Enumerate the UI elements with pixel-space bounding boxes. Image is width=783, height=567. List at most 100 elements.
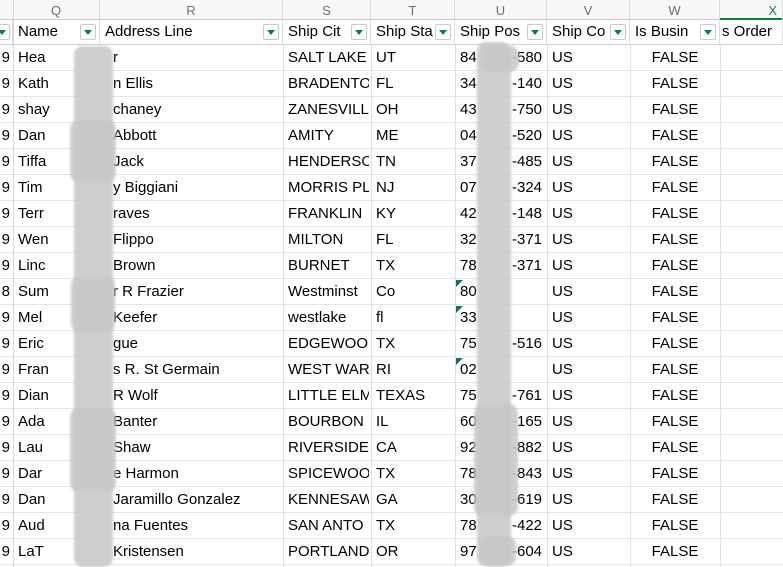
filter-cell-ship-co[interactable]: Ship Co xyxy=(547,20,630,45)
cell-is-business[interactable]: FALSE xyxy=(651,361,699,378)
cell-ship-country[interactable]: US xyxy=(552,465,573,482)
cell-ship-postal[interactable]: 33 xyxy=(460,309,477,326)
cell-ship-postal[interactable]: 32 xyxy=(460,231,477,248)
cell-name-suffix[interactable]: Banter xyxy=(113,413,158,430)
cell-ship-postal-suffix[interactable]: -520 xyxy=(512,127,543,144)
cell-ship-city[interactable]: KENNESAW xyxy=(288,491,369,508)
cell-ship-country[interactable]: US xyxy=(552,309,573,326)
cell-id-partial[interactable]: 9 xyxy=(1,153,10,170)
cell-ship-country[interactable]: US xyxy=(552,361,573,378)
cell-id-partial[interactable]: 9 xyxy=(1,517,10,534)
cell-ship-country[interactable]: US xyxy=(552,179,573,196)
column-letter-Q[interactable]: Q xyxy=(13,0,100,20)
cell-ship-city[interactable]: BRADENTO xyxy=(288,75,369,92)
cell-name[interactable]: Ada xyxy=(18,413,45,430)
filter-dropdown-button[interactable] xyxy=(263,24,279,40)
cell-ship-postal-suffix[interactable]: -516 xyxy=(512,335,543,352)
cell-is-business[interactable]: FALSE xyxy=(651,413,699,430)
cell-ship-postal[interactable]: 75 xyxy=(460,387,477,404)
cell-ship-postal[interactable]: 07 xyxy=(460,179,477,196)
filter-cell-name[interactable]: Name xyxy=(13,20,100,45)
cell-ship-state[interactable]: RI xyxy=(376,361,391,378)
cell-is-business[interactable]: FALSE xyxy=(651,517,699,534)
cell-ship-country[interactable]: US xyxy=(552,205,573,222)
cell-name-suffix[interactable]: Jack xyxy=(113,153,144,170)
cell-name[interactable]: Mel xyxy=(18,309,43,326)
column-letter-X[interactable]: X xyxy=(720,0,783,21)
cell-ship-state[interactable]: ME xyxy=(376,127,399,144)
filter-cell-ship-sta[interactable]: Ship Sta xyxy=(371,20,455,45)
cell-ship-country[interactable]: US xyxy=(552,413,573,430)
cell-ship-city[interactable]: Westminst xyxy=(288,283,358,300)
cell-ship-postal[interactable]: 04 xyxy=(460,127,477,144)
cell-name[interactable]: Terr xyxy=(18,205,44,222)
cell-ship-postal-suffix[interactable]: -371 xyxy=(512,231,543,248)
cell-ship-postal[interactable]: 84 xyxy=(460,49,477,66)
filter-dropdown-button[interactable] xyxy=(351,24,367,40)
cell-ship-city[interactable]: SAN ANTO xyxy=(288,517,364,534)
filter-dropdown-button[interactable] xyxy=(610,24,626,40)
cell-ship-postal-suffix[interactable]: -324 xyxy=(512,179,543,196)
cell-ship-postal-suffix[interactable]: -882 xyxy=(512,439,543,456)
cell-ship-postal[interactable]: 02 xyxy=(460,361,477,378)
cell-ship-city[interactable]: EDGEWOO xyxy=(288,335,369,352)
cell-is-business[interactable]: FALSE xyxy=(651,127,699,144)
cell-id-partial[interactable]: 9 xyxy=(1,127,10,144)
cell-id-partial[interactable]: 9 xyxy=(1,387,10,404)
cell-ship-city[interactable]: RIVERSIDE xyxy=(288,439,369,456)
cell-ship-postal-suffix[interactable]: -843 xyxy=(512,465,543,482)
cell-ship-state[interactable]: TN xyxy=(376,153,396,170)
cell-name-suffix[interactable]: e Harmon xyxy=(113,465,179,482)
cell-ship-city[interactable]: westlake xyxy=(288,309,347,326)
cell-name-suffix[interactable]: Abbott xyxy=(113,127,157,144)
cell-ship-country[interactable]: US xyxy=(552,231,573,248)
cell-name-suffix[interactable]: s R. St Germain xyxy=(113,361,220,378)
cell-ship-state[interactable]: FL xyxy=(376,75,394,92)
cell-is-business[interactable]: FALSE xyxy=(651,231,699,248)
cell-name-suffix[interactable]: Jaramillo Gonzalez xyxy=(113,491,241,508)
cell-ship-postal-suffix[interactable]: -485 xyxy=(512,153,543,170)
cell-ship-city[interactable]: PORTLAND xyxy=(288,543,369,560)
cell-ship-state[interactable]: Co xyxy=(376,283,396,300)
cell-ship-state[interactable]: TX xyxy=(376,335,396,352)
filter-dropdown-button[interactable] xyxy=(0,24,10,40)
column-letter-V[interactable]: V xyxy=(547,0,630,20)
cell-ship-postal-suffix[interactable]: -422 xyxy=(512,517,543,534)
cell-ship-postal-suffix[interactable]: -371 xyxy=(512,257,543,274)
cell-name-suffix[interactable]: n Ellis xyxy=(113,75,154,92)
cell-id-partial[interactable]: 9 xyxy=(1,231,10,248)
cell-id-partial[interactable]: 9 xyxy=(1,335,10,352)
cell-ship-postal[interactable]: 34 xyxy=(460,75,477,92)
cell-is-business[interactable]: FALSE xyxy=(651,75,699,92)
filter-cell-address-line[interactable]: Address Line xyxy=(100,20,283,45)
cell-name[interactable]: Fran xyxy=(18,361,49,378)
filter-dropdown-button[interactable] xyxy=(700,24,716,40)
cell-name-suffix[interactable]: Brown xyxy=(113,257,156,274)
cell-id-partial[interactable]: 9 xyxy=(1,439,10,456)
cell-ship-postal[interactable]: 37 xyxy=(460,153,477,170)
cell-ship-city[interactable]: MORRIS PL xyxy=(288,179,369,196)
cell-ship-city[interactable]: WEST WAR xyxy=(288,361,369,378)
cell-name[interactable]: Lau xyxy=(18,439,44,456)
cell-ship-country[interactable]: US xyxy=(552,49,573,66)
cell-ship-postal[interactable]: 42 xyxy=(460,205,477,222)
cell-id-partial[interactable]: 9 xyxy=(1,413,10,430)
cell-is-business[interactable]: FALSE xyxy=(651,179,699,196)
cell-ship-postal-suffix[interactable]: -148 xyxy=(512,205,543,222)
cell-is-business[interactable]: FALSE xyxy=(651,335,699,352)
cell-id-partial[interactable]: 9 xyxy=(1,49,10,66)
cell-ship-postal-suffix[interactable]: -604 xyxy=(512,543,543,560)
cell-id-partial[interactable]: 9 xyxy=(1,101,10,118)
cell-id-partial[interactable]: 9 xyxy=(1,205,10,222)
cell-id-partial[interactable]: 8 xyxy=(1,283,10,300)
cell-ship-postal-suffix[interactable]: -750 xyxy=(512,101,543,118)
cell-ship-postal[interactable]: 78 xyxy=(460,517,477,534)
cell-ship-state[interactable]: GA xyxy=(376,491,398,508)
cell-id-partial[interactable]: 9 xyxy=(1,361,10,378)
cell-id-partial[interactable]: 9 xyxy=(1,465,10,482)
cell-ship-country[interactable]: US xyxy=(552,283,573,300)
cell-is-business[interactable]: FALSE xyxy=(651,543,699,560)
cell-name[interactable]: Sum xyxy=(18,283,49,300)
cell-id-partial[interactable]: 9 xyxy=(1,257,10,274)
cell-ship-postal[interactable]: 75 xyxy=(460,335,477,352)
